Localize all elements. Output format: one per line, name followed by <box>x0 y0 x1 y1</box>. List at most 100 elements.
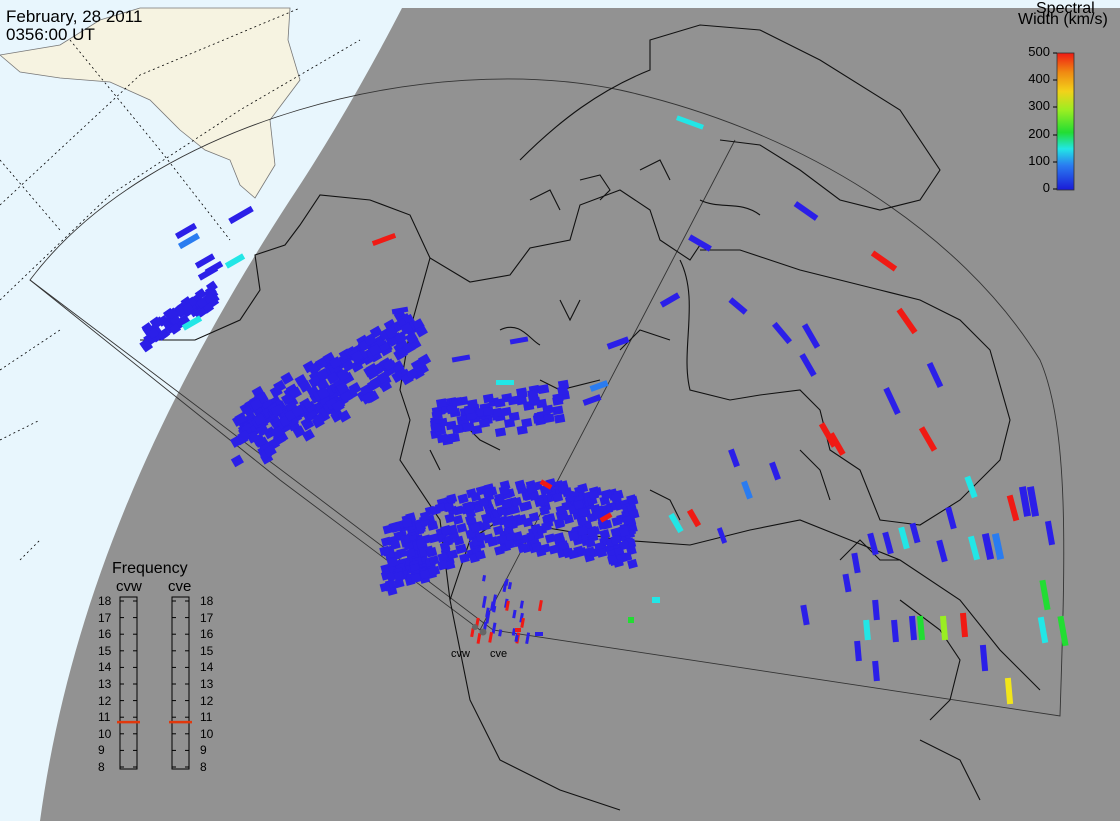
echo-cell <box>256 423 270 437</box>
echo-cell <box>156 329 169 341</box>
echo-cell <box>515 628 521 632</box>
echo-cell <box>909 522 921 544</box>
echo-cell <box>440 525 452 536</box>
echo-cell <box>981 533 995 560</box>
colorbar-tick: 0 <box>1042 180 1050 195</box>
frequency-radar-cvw: cvw <box>116 578 142 595</box>
frequency-tick-label: 14 <box>200 660 214 675</box>
echo-cell <box>599 512 613 523</box>
echo-cell <box>870 250 898 272</box>
frequency-tick-label: 13 <box>98 677 112 691</box>
echo-cell <box>555 505 567 516</box>
echo-cell <box>462 422 474 432</box>
echo-cell <box>393 571 405 582</box>
echo-cell <box>224 253 246 269</box>
echo-cell <box>505 532 517 543</box>
echo-cell <box>476 633 482 644</box>
echo-cell <box>1006 494 1020 522</box>
echo-cell <box>478 497 490 508</box>
radar-site-label-cve: cve <box>490 648 508 660</box>
echo-cell <box>249 398 263 411</box>
echo-cell <box>557 379 570 390</box>
echo-cell <box>507 395 519 406</box>
echo-cell <box>301 428 315 442</box>
colorbar-title-line2: Width (km/s) <box>1018 11 1108 28</box>
echo-cell <box>552 492 564 503</box>
echo-cell <box>314 356 328 370</box>
echo-cell <box>451 397 463 407</box>
echo-cell <box>470 522 481 533</box>
echo-cell <box>437 552 449 563</box>
echo-cell <box>538 599 543 612</box>
echo-cell <box>552 393 564 403</box>
echo-cell <box>618 540 630 551</box>
echo-cell <box>531 541 542 552</box>
echo-cell <box>350 350 364 364</box>
echo-cell <box>883 387 901 415</box>
echo-cell <box>567 549 579 560</box>
echo-cell <box>509 504 521 515</box>
echo-cell <box>390 522 402 533</box>
echo-cell <box>379 545 391 556</box>
echo-cell <box>519 600 524 609</box>
echo-cell <box>908 615 918 641</box>
echo-cell <box>382 524 394 535</box>
echo-cell <box>336 368 351 382</box>
echo-cell <box>502 581 508 593</box>
echo-cell <box>253 413 267 426</box>
echo-cell <box>854 640 862 662</box>
echo-cell <box>379 582 391 593</box>
echo-cell <box>659 292 681 308</box>
echo-cell <box>363 333 377 347</box>
frequency-tick-label: 12 <box>98 693 112 708</box>
echo-cell <box>382 358 396 372</box>
echo-cell <box>166 307 179 320</box>
echo-cell <box>842 573 852 593</box>
echo-cell <box>553 533 564 544</box>
date-label: February, 28 2011 <box>6 7 143 26</box>
frequency-tick-label: 16 <box>200 627 214 642</box>
echo-cell <box>181 315 203 331</box>
freq-bar-cve <box>171 596 190 770</box>
echo-cell <box>896 307 918 335</box>
frequency-tick-label: 14 <box>98 660 112 675</box>
echo-cell <box>436 433 449 444</box>
frequency-tick-label: 12 <box>200 693 214 708</box>
echo-cell <box>280 371 294 385</box>
echo-cell <box>589 380 609 392</box>
echo-cell <box>967 535 981 561</box>
echo-cell <box>1026 486 1040 517</box>
echo-cell <box>606 336 630 350</box>
echo-cell <box>194 305 207 318</box>
echo-cell <box>507 581 513 590</box>
echo-cell <box>588 489 600 500</box>
frequency-title: Frequency <box>112 560 188 577</box>
echo-cell <box>478 418 490 428</box>
echo-cell <box>585 537 596 548</box>
echo-cell <box>435 398 448 408</box>
echo-cell <box>585 526 597 538</box>
echo-cell <box>228 205 254 225</box>
echo-cell <box>336 381 350 395</box>
echo-cell <box>492 605 497 613</box>
echo-cell <box>439 541 451 552</box>
echo-cell <box>453 535 465 546</box>
echo-cell <box>793 201 819 221</box>
echo-cell <box>607 554 618 565</box>
echo-cell <box>959 612 969 638</box>
echo-cell <box>1004 677 1014 705</box>
echo-cell <box>991 533 1005 560</box>
freq-bar-cvw <box>119 596 138 770</box>
echo-cell <box>533 412 545 423</box>
echo-cell <box>872 660 880 682</box>
echo-cell <box>414 324 428 338</box>
echo-cell <box>498 485 510 496</box>
echo-cell <box>769 461 781 481</box>
radar-site-cvw <box>472 624 478 630</box>
echo-cell <box>481 595 487 608</box>
echo-cell <box>898 526 910 550</box>
echo-cell <box>491 516 503 527</box>
echo-cell <box>596 547 608 558</box>
echo-cell <box>446 493 458 504</box>
echo-cell <box>801 323 821 349</box>
